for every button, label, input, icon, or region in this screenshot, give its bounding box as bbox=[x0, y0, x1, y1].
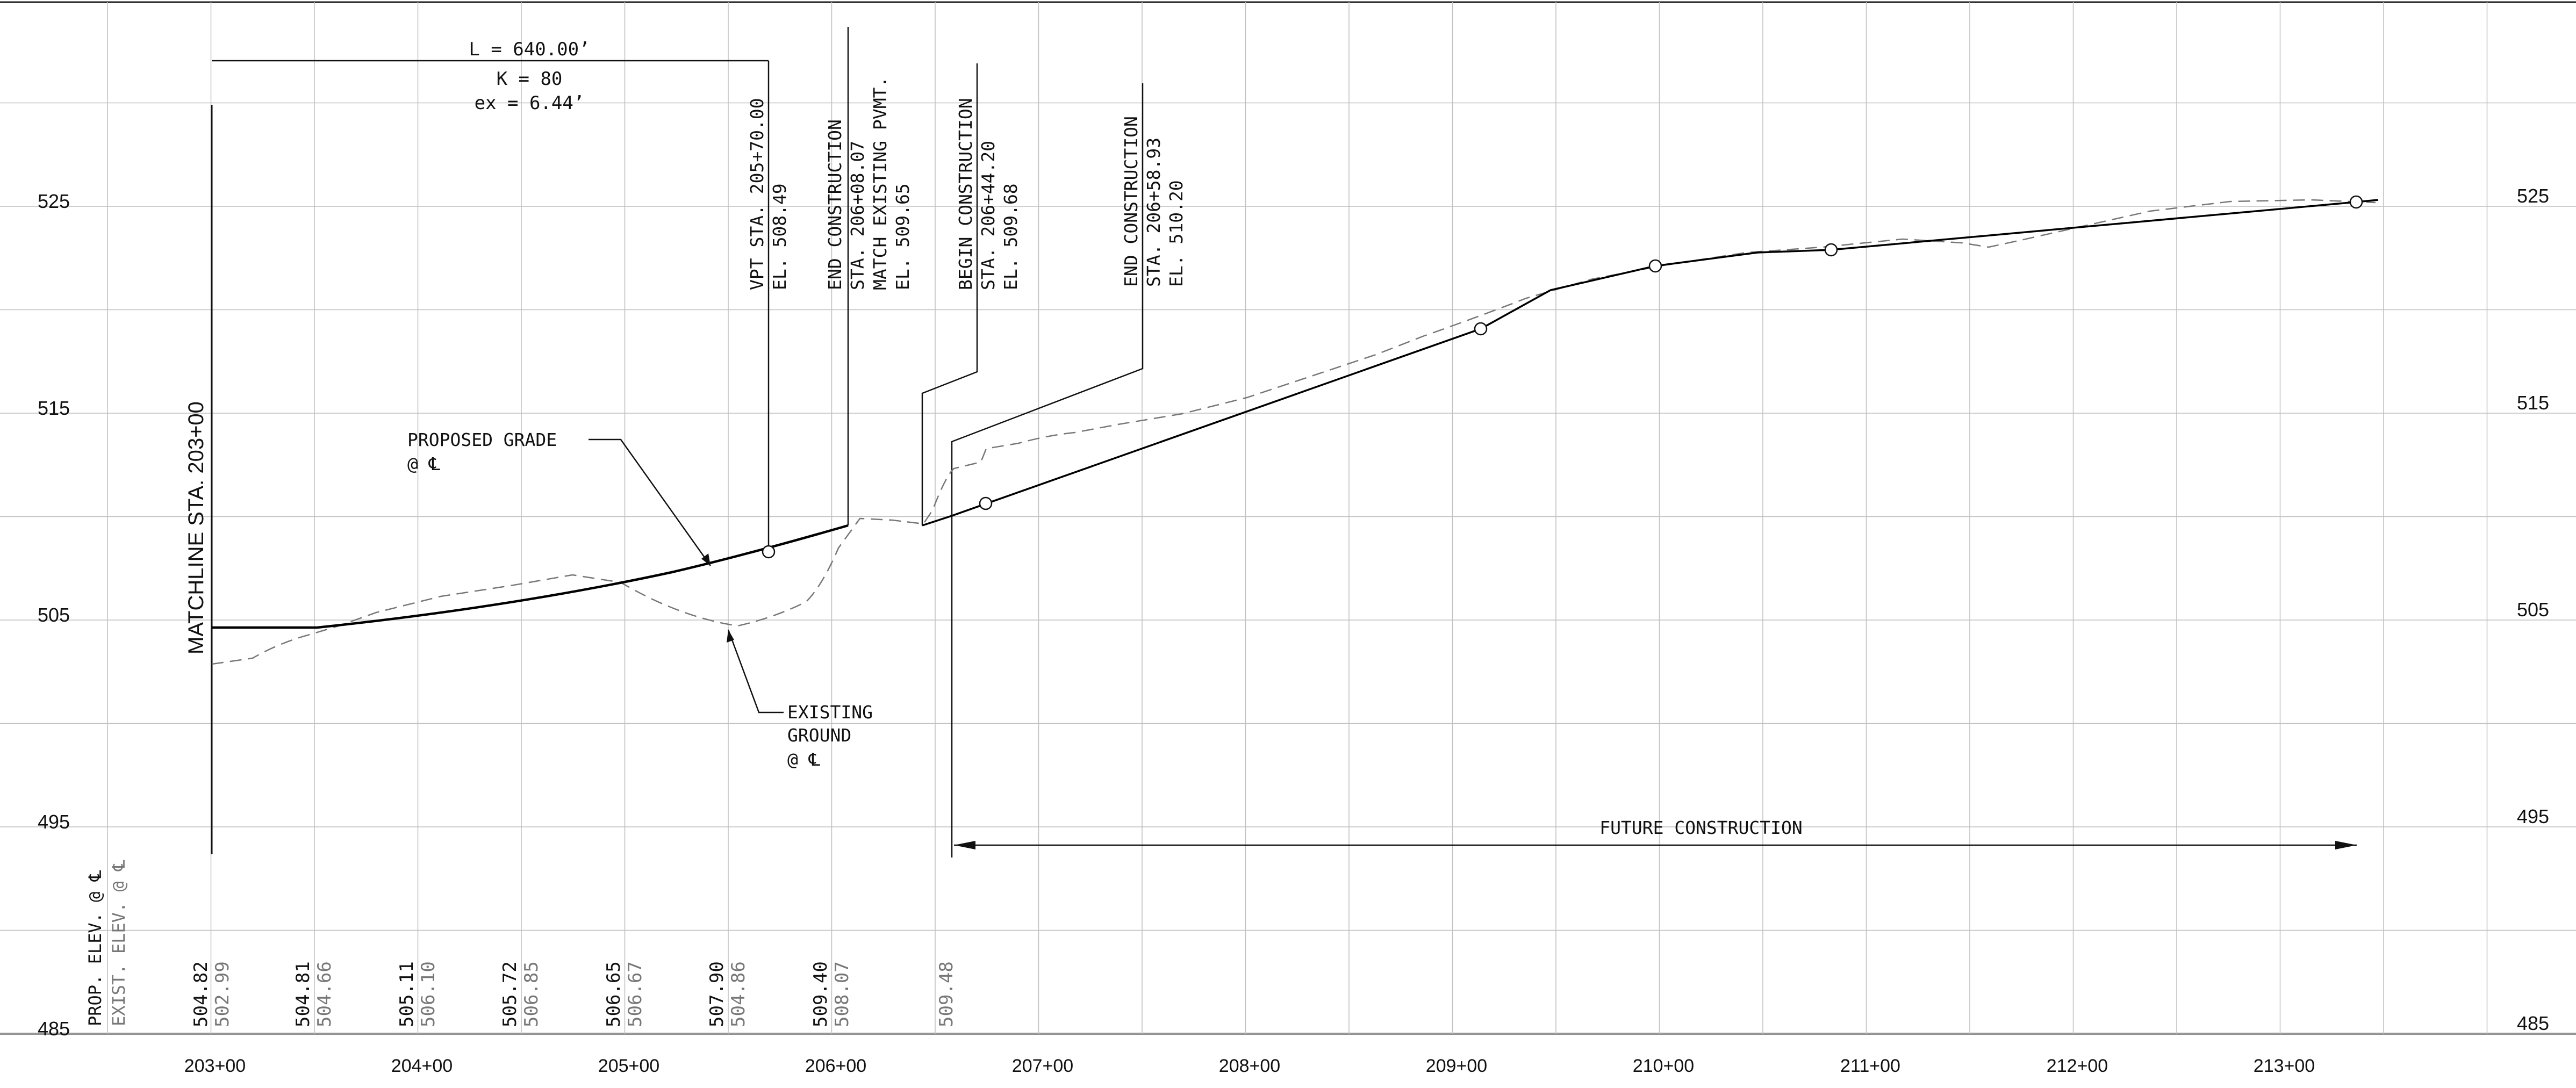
begin-construction-station: STA. 206+44.20 bbox=[978, 141, 999, 290]
prop-elevation: 509.40 bbox=[810, 961, 831, 1027]
existing-ground-label-2: GROUND bbox=[787, 725, 851, 746]
elev-label-left: 515 bbox=[38, 397, 70, 419]
future-arrow-left bbox=[954, 841, 975, 849]
exist-elevation: 508.07 bbox=[831, 961, 853, 1027]
station-label: 209+00 bbox=[1426, 1056, 1487, 1076]
elev-label-left: 495 bbox=[38, 811, 70, 833]
grade-point bbox=[979, 496, 993, 510]
grade-point bbox=[1474, 322, 1488, 336]
elev-label-right: 495 bbox=[2517, 805, 2549, 827]
elevation-labels-right: 525 515 505 495 485 bbox=[2517, 185, 2549, 1034]
end-construction-match: MATCH EXISTING PVMT. bbox=[870, 77, 891, 290]
existing-ground-location: @ ℄ bbox=[787, 749, 821, 770]
exist-elev-row-label: EXIST. ELEV. @ ℄ bbox=[109, 860, 129, 1026]
station-label: 205+00 bbox=[598, 1056, 659, 1076]
curve-external: ex = 6.44’ bbox=[475, 92, 585, 114]
proposed-grade-label: PROPOSED GRADE bbox=[407, 429, 557, 450]
callout-end-construction: END CONSTRUCTION STA. 206+08.07 MATCH EX… bbox=[824, 77, 913, 290]
elev-label-right: 485 bbox=[2517, 1012, 2549, 1034]
grade-point bbox=[1824, 243, 1838, 257]
existing-ground-label: EXISTING bbox=[787, 702, 873, 723]
station-label: 207+00 bbox=[1012, 1056, 1073, 1076]
proposed-grade-location: @ ℄ bbox=[407, 453, 441, 474]
begin-construction-leader bbox=[921, 63, 978, 525]
exist-elevation: 504.66 bbox=[314, 961, 335, 1027]
elev-label-right: 515 bbox=[2517, 392, 2549, 414]
station-label: 212+00 bbox=[2047, 1056, 2108, 1076]
station-label: 206+00 bbox=[805, 1056, 866, 1076]
elev-label-left: 485 bbox=[38, 1018, 70, 1040]
end-construction-2-leader bbox=[951, 83, 1144, 858]
callout-vpt: VPT STA. 205+70.00 EL. 508.49 bbox=[747, 98, 790, 290]
end-construction-title: END CONSTRUCTION bbox=[824, 119, 845, 290]
station-label: 210+00 bbox=[1633, 1056, 1694, 1076]
vpt-point bbox=[762, 545, 776, 559]
station-label: 208+00 bbox=[1219, 1056, 1280, 1076]
curve-k-value: K = 80 bbox=[497, 68, 563, 90]
grid bbox=[0, 2, 2576, 1034]
elev-label-right: 505 bbox=[2517, 599, 2549, 621]
grade-point bbox=[1648, 259, 1662, 273]
elevation-table: 504.82 502.99 504.81 504.66 505.11 506.1… bbox=[190, 961, 957, 1027]
end-construction-elevation: EL. 509.65 bbox=[892, 183, 913, 290]
station-label: 213+00 bbox=[2254, 1056, 2315, 1076]
existing-ground-line bbox=[211, 199, 2376, 665]
grade-point bbox=[2349, 195, 2363, 209]
elev-label-left: 525 bbox=[38, 190, 70, 212]
future-arrow-right bbox=[2335, 841, 2357, 849]
proposed-grade-arrowhead bbox=[701, 553, 711, 566]
existing-ground-leader bbox=[727, 629, 784, 714]
prop-elevation: 504.81 bbox=[292, 961, 314, 1027]
begin-construction-elevation: EL. 509.68 bbox=[1000, 183, 1021, 290]
existing-ground-arrowhead bbox=[727, 630, 734, 643]
control-points bbox=[762, 195, 2363, 559]
end-construction-2-station: STA. 206+58.93 bbox=[1143, 138, 1164, 287]
station-label: 211+00 bbox=[1840, 1056, 1900, 1076]
station-label: 204+00 bbox=[391, 1056, 453, 1076]
prop-elevation: 505.72 bbox=[499, 961, 521, 1027]
end-construction-station: STA. 206+08.07 bbox=[847, 141, 868, 290]
exist-elevation: 506.85 bbox=[521, 961, 542, 1027]
exist-elevation: 502.99 bbox=[212, 961, 233, 1027]
end-construction-2-title: END CONSTRUCTION bbox=[1121, 116, 1142, 287]
matchline-label: MATCHLINE STA. 203+00 bbox=[184, 401, 208, 654]
prop-elev-row-label: PROP. ELEV. @ ℄ bbox=[85, 870, 105, 1026]
station-labels: 203+00 204+00 205+00 206+00 207+00 208+0… bbox=[184, 1056, 2315, 1076]
prop-elevation: 507.90 bbox=[706, 961, 728, 1027]
callout-leaders bbox=[767, 27, 1144, 858]
prop-elevation: 504.82 bbox=[190, 961, 212, 1027]
station-label: 203+00 bbox=[184, 1056, 246, 1076]
future-construction-label: FUTURE CONSTRUCTION bbox=[1599, 817, 1803, 838]
exist-elevation: 506.10 bbox=[418, 961, 439, 1027]
exist-elevation: 506.67 bbox=[625, 961, 646, 1027]
proposed-grade-leader bbox=[589, 438, 712, 566]
callout-begin-construction: BEGIN CONSTRUCTION STA. 206+44.20 EL. 50… bbox=[955, 98, 1021, 290]
exist-elevation: 509.48 bbox=[936, 961, 957, 1027]
vpt-station: VPT STA. 205+70.00 bbox=[747, 98, 767, 290]
elevation-labels-left: 525 515 505 495 485 bbox=[38, 190, 70, 1040]
callout-end-construction-2: END CONSTRUCTION STA. 206+58.93 EL. 510.… bbox=[1121, 116, 1187, 287]
curve-length: L = 640.00’ bbox=[469, 39, 590, 60]
prop-elevation: 505.11 bbox=[396, 961, 418, 1027]
begin-construction-title: BEGIN CONSTRUCTION bbox=[955, 98, 976, 290]
elev-label-left: 505 bbox=[38, 604, 70, 626]
vpt-elevation: EL. 508.49 bbox=[769, 183, 790, 290]
exist-elevation: 504.86 bbox=[728, 961, 749, 1027]
end-construction-2-elevation: EL. 510.20 bbox=[1166, 180, 1187, 287]
prop-elevation: 506.65 bbox=[603, 961, 625, 1027]
elev-label-right: 525 bbox=[2517, 185, 2549, 207]
